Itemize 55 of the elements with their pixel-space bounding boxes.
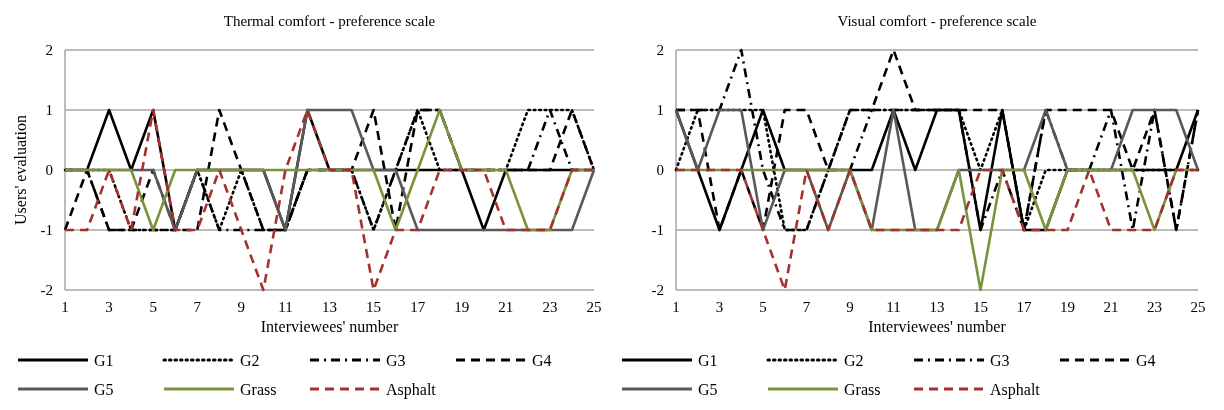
legend-label: G1 <box>698 351 718 369</box>
y-tick-label: 2 <box>656 42 664 59</box>
legend-label: Asphalt <box>990 380 1041 399</box>
y-tick-label: 0 <box>45 162 53 179</box>
legend-label: Grass <box>240 380 277 398</box>
x-tick-label: 9 <box>846 299 854 315</box>
x-tick-label: 7 <box>802 299 811 315</box>
legend-label: Asphalt <box>386 380 437 399</box>
x-tick-label: 13 <box>322 299 337 315</box>
x-tick-label: 21 <box>1103 299 1119 315</box>
x-tick-label: 3 <box>105 299 113 315</box>
y-tick-label: -1 <box>40 222 53 239</box>
y-tick-label: -2 <box>40 282 53 299</box>
y-tick-label: -2 <box>651 282 664 299</box>
x-tick-label: 21 <box>498 299 514 315</box>
y-axis-title: Users' evaluation <box>12 115 29 225</box>
x-tick-label: 25 <box>1190 299 1206 315</box>
x-tick-label: 7 <box>193 299 202 315</box>
x-tick-label: 1 <box>61 299 69 315</box>
y-tick-label: -1 <box>651 222 664 239</box>
x-tick-label: 19 <box>454 299 470 315</box>
x-tick-label: 11 <box>278 299 293 315</box>
x-tick-label: 25 <box>586 299 602 315</box>
chart-title: Visual comfort - preference scale <box>837 13 1037 29</box>
x-tick-label: 23 <box>1147 299 1162 315</box>
legend-label: G2 <box>844 351 864 369</box>
legend-label: G5 <box>698 380 718 398</box>
x-tick-label: 11 <box>886 299 901 315</box>
x-axis-title: Interviewees' number <box>868 318 1007 335</box>
x-tick-label: 5 <box>759 299 767 315</box>
x-tick-label: 17 <box>1016 299 1032 315</box>
y-tick-label: 0 <box>656 162 664 179</box>
x-tick-label: 13 <box>929 299 945 315</box>
x-tick-label: 23 <box>542 299 558 315</box>
y-tick-label: 1 <box>656 102 664 119</box>
legend-label: G2 <box>240 351 260 369</box>
y-tick-label: 1 <box>45 102 53 119</box>
x-tick-label: 9 <box>237 299 246 315</box>
x-axis-title: Interviewees' number <box>260 318 399 335</box>
legend-label: G4 <box>532 351 552 369</box>
chart-title: Thermal comfort - preference scale <box>223 13 436 29</box>
x-tick-label: 19 <box>1060 299 1075 315</box>
y-tick-label: 2 <box>45 42 53 59</box>
legend-label: G1 <box>94 351 114 369</box>
x-tick-label: 3 <box>715 299 724 315</box>
x-tick-label: 1 <box>672 299 680 315</box>
legend-label: G3 <box>990 351 1010 369</box>
legend-label: Grass <box>844 380 881 398</box>
x-tick-label: 15 <box>973 299 988 315</box>
x-tick-label: 17 <box>410 299 426 315</box>
legend-label: G5 <box>94 380 114 398</box>
legend-label: G4 <box>1136 351 1156 369</box>
legend-label: G3 <box>386 351 406 369</box>
x-tick-label: 15 <box>366 299 382 315</box>
x-tick-label: 5 <box>149 299 157 315</box>
